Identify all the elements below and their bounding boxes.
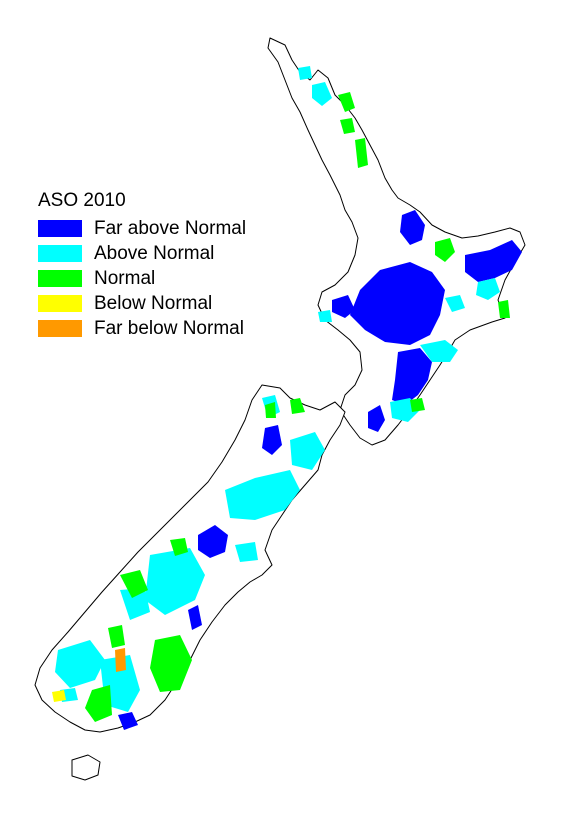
legend-item-far-below-normal: Far below Normal bbox=[38, 316, 246, 341]
region-above bbox=[312, 82, 332, 106]
legend-swatch bbox=[38, 320, 82, 337]
legend-swatch bbox=[38, 245, 82, 262]
region-above bbox=[235, 542, 258, 562]
legend-swatch bbox=[38, 270, 82, 287]
region-normal bbox=[340, 118, 355, 134]
legend-item-below-normal: Below Normal bbox=[38, 291, 246, 316]
region-far-below bbox=[115, 648, 126, 672]
region-above bbox=[318, 310, 332, 322]
region-far-above bbox=[118, 712, 138, 730]
region-normal bbox=[265, 402, 276, 418]
legend-swatch bbox=[38, 295, 82, 312]
region-far-above bbox=[400, 210, 425, 245]
region-normal bbox=[410, 398, 425, 412]
region-normal bbox=[85, 685, 112, 722]
region-normal bbox=[150, 635, 192, 692]
region-far-above bbox=[465, 240, 522, 282]
region-below bbox=[52, 690, 66, 702]
north-island-regions bbox=[298, 66, 522, 432]
region-normal bbox=[290, 398, 305, 414]
region-above bbox=[55, 640, 105, 688]
legend-label: Normal bbox=[94, 267, 156, 289]
south-island-regions bbox=[52, 395, 325, 730]
legend-label: Above Normal bbox=[94, 242, 215, 264]
legend-label: Far below Normal bbox=[94, 317, 244, 339]
legend-item-above-normal: Above Normal bbox=[38, 241, 246, 266]
legend-swatch bbox=[38, 220, 82, 237]
legend-label: Below Normal bbox=[94, 292, 213, 314]
region-normal bbox=[108, 625, 125, 648]
legend-item-normal: Normal bbox=[38, 266, 246, 291]
map-legend: ASO 2010 Far above Normal Above Normal N… bbox=[38, 190, 246, 341]
region-above bbox=[290, 432, 325, 470]
region-far-above bbox=[188, 605, 202, 630]
region-above bbox=[225, 470, 300, 520]
region-far-above bbox=[368, 405, 385, 432]
north-island-outline bbox=[267, 37, 526, 446]
region-far-above bbox=[332, 295, 355, 318]
region-above bbox=[120, 588, 150, 620]
region-normal bbox=[498, 300, 510, 318]
region-above bbox=[298, 66, 312, 80]
legend-label: Far above Normal bbox=[94, 217, 247, 239]
region-normal bbox=[355, 138, 368, 168]
region-far-above bbox=[262, 425, 282, 455]
region-far-above bbox=[350, 262, 445, 345]
region-far-above bbox=[392, 348, 432, 405]
region-far-above bbox=[198, 525, 228, 558]
region-above bbox=[476, 278, 500, 300]
legend-title: ASO 2010 bbox=[38, 190, 126, 211]
region-above bbox=[420, 340, 458, 362]
region-normal bbox=[435, 238, 455, 262]
region-normal bbox=[170, 538, 188, 556]
legend-item-far-above-normal: Far above Normal bbox=[38, 216, 246, 241]
region-above bbox=[445, 295, 465, 312]
stewart-island-outline bbox=[71, 754, 101, 781]
region-above bbox=[145, 548, 205, 615]
region-normal bbox=[338, 92, 355, 112]
region-normal bbox=[120, 570, 148, 598]
